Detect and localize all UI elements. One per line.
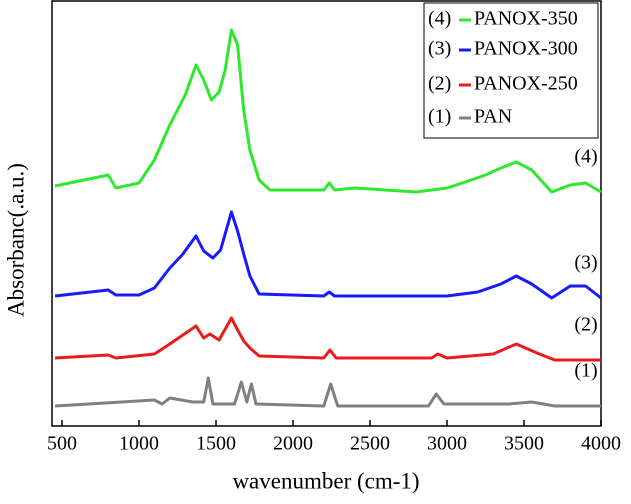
x-tick-label: 4000 xyxy=(581,433,621,455)
curve-label: (2) xyxy=(574,314,597,336)
x-tick-label: 3500 xyxy=(504,433,544,455)
curve-label: (1) xyxy=(574,360,597,382)
legend-box xyxy=(423,2,599,139)
spectrum-line xyxy=(55,376,601,408)
legend-label: PANOX-250 xyxy=(474,73,578,95)
spectrum-line xyxy=(55,316,601,362)
legend-number: (1) xyxy=(428,106,451,128)
legend-number: (4) xyxy=(428,8,451,30)
x-tick-label: 1500 xyxy=(196,433,236,455)
plot-frame xyxy=(51,0,602,427)
spectrum-line xyxy=(54,28,602,194)
x-tick-label: 3000 xyxy=(427,433,467,455)
x-tick-label: 1000 xyxy=(119,433,159,455)
legend-label: PANOX-300 xyxy=(474,38,578,60)
legend-number: (3) xyxy=(428,38,451,60)
spectrum-line xyxy=(54,210,602,300)
x-tick-label: 2000 xyxy=(273,433,313,455)
x-tick-label: 2500 xyxy=(350,433,390,455)
curve-label: (4) xyxy=(574,146,597,168)
y-axis-label: Absorbanc(.a.u.) xyxy=(3,163,28,317)
legend-number: (2) xyxy=(428,73,451,95)
legend-label: PAN xyxy=(474,106,512,128)
x-tick-label: 500 xyxy=(47,433,77,455)
legend-label: PANOX-350 xyxy=(474,8,578,30)
x-axis-label: wavenumber (cm-1) xyxy=(232,468,419,493)
curve-label: (3) xyxy=(574,252,597,274)
